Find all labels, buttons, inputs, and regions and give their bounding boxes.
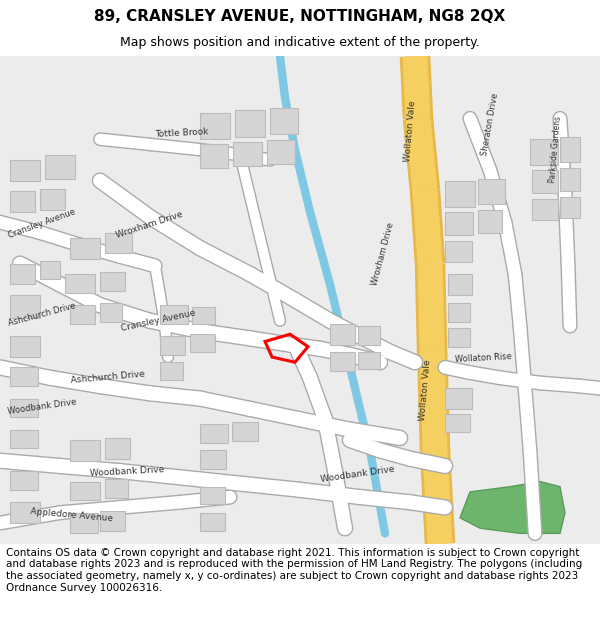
Text: Wroxham Drive: Wroxham Drive (370, 221, 395, 286)
Polygon shape (70, 512, 98, 533)
Polygon shape (10, 160, 40, 181)
Polygon shape (330, 324, 355, 344)
Polygon shape (160, 336, 185, 355)
Text: Wollaton Rise: Wollaton Rise (455, 352, 512, 364)
Text: Map shows position and indicative extent of the property.: Map shows position and indicative extent… (120, 36, 480, 49)
Text: Tottle Brook: Tottle Brook (155, 127, 209, 139)
Text: Contains OS data © Crown copyright and database right 2021. This information is : Contains OS data © Crown copyright and d… (6, 548, 582, 592)
Polygon shape (105, 232, 132, 253)
Polygon shape (70, 440, 100, 461)
Text: Appledore Avenue: Appledore Avenue (30, 507, 113, 523)
Polygon shape (40, 261, 60, 279)
Text: Wollaton Vale: Wollaton Vale (403, 100, 417, 162)
Polygon shape (445, 212, 473, 234)
Polygon shape (235, 110, 265, 137)
Polygon shape (358, 352, 380, 369)
Polygon shape (105, 479, 128, 498)
Polygon shape (478, 179, 505, 204)
Polygon shape (10, 336, 40, 357)
Polygon shape (267, 140, 295, 164)
Polygon shape (232, 422, 258, 441)
Polygon shape (233, 142, 262, 166)
Polygon shape (560, 137, 580, 162)
Polygon shape (448, 274, 472, 295)
Polygon shape (445, 388, 472, 409)
Polygon shape (10, 429, 38, 448)
Polygon shape (10, 503, 40, 523)
Text: Cransley Avenue: Cransley Avenue (120, 309, 196, 333)
Polygon shape (445, 181, 475, 207)
Polygon shape (200, 113, 230, 139)
Polygon shape (40, 189, 65, 210)
Polygon shape (532, 199, 558, 220)
Polygon shape (70, 238, 100, 259)
Text: Wollaton Vale: Wollaton Vale (418, 359, 432, 421)
Polygon shape (445, 414, 470, 432)
Polygon shape (200, 424, 228, 443)
Text: 89, CRANSLEY AVENUE, NOTTINGHAM, NG8 2QX: 89, CRANSLEY AVENUE, NOTTINGHAM, NG8 2QX (94, 9, 506, 24)
Polygon shape (200, 144, 228, 168)
Text: Wroxham Drive: Wroxham Drive (115, 209, 184, 240)
Polygon shape (478, 210, 502, 232)
Polygon shape (560, 168, 580, 191)
Polygon shape (105, 438, 130, 459)
Polygon shape (65, 274, 95, 292)
Text: Sheraton Drive: Sheraton Drive (480, 92, 500, 157)
Text: Woodbank Drive: Woodbank Drive (90, 466, 165, 478)
Polygon shape (560, 198, 580, 218)
Polygon shape (70, 305, 95, 324)
Text: Parkside Gardens: Parkside Gardens (548, 115, 563, 182)
Polygon shape (330, 352, 355, 371)
Polygon shape (10, 264, 35, 284)
Polygon shape (10, 295, 40, 318)
Polygon shape (200, 487, 225, 504)
Text: Woodbank Drive: Woodbank Drive (320, 464, 395, 484)
Polygon shape (200, 512, 225, 531)
Polygon shape (192, 308, 215, 324)
Polygon shape (448, 328, 470, 347)
Polygon shape (10, 191, 35, 212)
Text: Woodbank Drive: Woodbank Drive (7, 398, 77, 416)
Polygon shape (358, 326, 380, 344)
Polygon shape (200, 451, 226, 469)
Polygon shape (100, 303, 122, 322)
Text: Ashchurch Drive: Ashchurch Drive (7, 301, 76, 328)
Polygon shape (70, 481, 100, 500)
Polygon shape (10, 368, 38, 386)
Text: Cransley Avenue: Cransley Avenue (7, 207, 77, 240)
Polygon shape (460, 481, 565, 533)
Polygon shape (190, 334, 215, 352)
Polygon shape (100, 272, 125, 291)
Text: Ashchurch Drive: Ashchurch Drive (70, 369, 145, 385)
Polygon shape (160, 362, 183, 380)
Polygon shape (160, 305, 188, 324)
Polygon shape (100, 511, 125, 531)
Polygon shape (448, 303, 470, 322)
Polygon shape (10, 471, 38, 490)
Polygon shape (445, 241, 472, 262)
Polygon shape (530, 139, 558, 165)
Polygon shape (10, 399, 38, 418)
Polygon shape (532, 171, 558, 193)
Polygon shape (45, 155, 75, 179)
Polygon shape (270, 108, 298, 134)
